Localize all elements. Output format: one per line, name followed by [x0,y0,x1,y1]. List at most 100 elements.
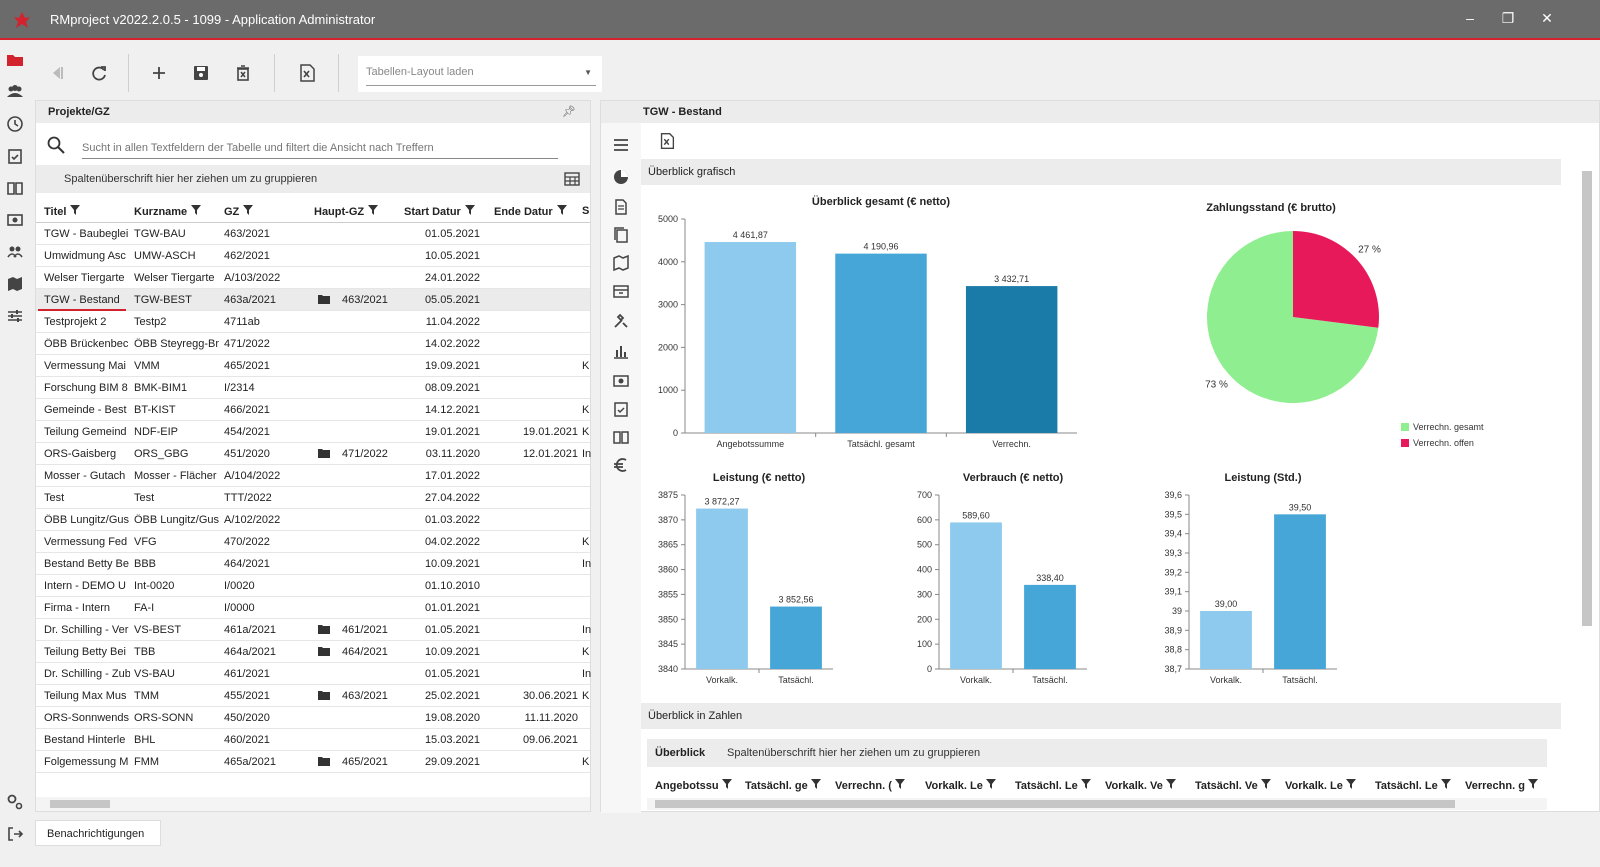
group-drop-area[interactable]: Spaltenüberschrift hier her ziehen um zu… [36,165,590,193]
money-icon[interactable] [611,371,631,391]
table-row[interactable]: ÖBB Brückenbec ÖBB Steyregg-Br 471/2022 14.… [36,333,590,355]
hamburger-menu-icon[interactable] [611,135,631,155]
table-row[interactable]: Teilung Betty Bei TBB 464a/2021 464/2021 10.… [36,641,590,663]
tasks-icon[interactable] [611,399,631,419]
tasks-icon[interactable] [5,146,25,166]
table-row[interactable]: Dr. Schilling - Zub VS-BAU 461/2021 01.05.2… [36,663,591,685]
filter-icon[interactable] [243,205,254,218]
filter-icon[interactable] [1080,779,1091,789]
minimize-button[interactable]: – [1466,10,1474,26]
filter-icon[interactable] [894,779,905,789]
column-header[interactable]: Titel [44,205,81,218]
numbers-group-area[interactable]: Überblick Spaltenüberschrift hier her zi… [647,739,1547,767]
table-row[interactable]: Teilung Gemeind NDF-EIP 454/2021 19.01.2021… [36,421,590,443]
bar-chart-icon[interactable] [611,341,631,361]
table-row[interactable]: TGW - Bestand TGW-BEST 463a/2021 463/2021 05… [36,289,590,311]
table-layout-select[interactable]: Tabellen-Layout laden ▼ [358,56,602,92]
filter-icon[interactable] [1165,779,1176,789]
filter-icon[interactable] [810,779,821,789]
users-icon[interactable] [5,242,25,262]
restore-button[interactable]: ❐ [1501,10,1515,26]
numbers-column-header[interactable]: Verrechn. ( [835,779,905,792]
table-row[interactable]: ÖBB Lungitz/Gus ÖBB Lungitz/Gus A/102/2022… [36,509,590,531]
search-input[interactable] [82,137,558,159]
back-icon[interactable] [46,62,68,84]
excel-export-icon[interactable] [657,131,677,151]
table-row[interactable]: Bestand Hinterle BHL 460/2021 15.03.2021 09.… [36,729,590,751]
scrollbar-thumb[interactable] [655,800,1455,808]
section-graph-header[interactable]: Überblick grafisch [641,159,1561,185]
filter-icon[interactable] [464,205,475,218]
copy-documents-icon[interactable] [611,225,631,245]
section-numbers-header[interactable]: Überblick in Zahlen [641,703,1561,729]
numbers-column-header[interactable]: Vorkalk. Ve [1105,779,1176,792]
table-row[interactable]: ORS-Gaisberg ORS_GBG 451/2020 471/2022 03.11… [36,443,591,465]
notifications-tab[interactable]: Benachrichtigungen [35,820,161,846]
table-row[interactable]: ORS-Sonnwends ORS-SONN 450/2020 19.08.2020 1… [36,707,590,729]
map-icon[interactable] [611,253,631,273]
numbers-column-header[interactable]: Verrechn. g [1465,779,1538,792]
money-icon[interactable] [5,210,25,230]
logout-icon[interactable] [5,824,25,844]
numbers-column-header[interactable]: Tatsächl. Le [1015,779,1091,792]
scrollbar-thumb[interactable] [1582,171,1592,626]
table-row[interactable]: Vermessung Fed VFG 470/2022 04.02.2022 K [36,531,590,553]
table-row[interactable]: Mosser - Gutach Mosser - Flächer A/104/202… [36,465,590,487]
filter-icon[interactable] [721,779,732,789]
filter-icon[interactable] [191,205,202,218]
column-header[interactable]: S [582,205,589,217]
numbers-column-header[interactable]: Tatsächl. ge [745,779,821,792]
book-icon[interactable] [611,427,631,447]
vertical-scrollbar[interactable] [1581,161,1593,801]
table-row[interactable]: Test Test TTT/2022 27.04.2022 [36,487,590,509]
table-row[interactable]: Welser Tiergarte Welser Tiergarte A/103/20… [36,267,590,289]
table-row[interactable]: Intern - DEMO U Int-0020 I/0020 01.10.2010 [36,575,590,597]
contacts-icon[interactable] [5,82,25,102]
column-chooser-icon[interactable] [564,171,580,187]
filter-icon[interactable] [70,205,81,218]
table-row[interactable]: Umwidmung Asc UMW-ASCH 462/2021 10.05.2021 [36,245,590,267]
add-icon[interactable] [148,62,170,84]
table-row[interactable]: TGW - Baubeglei TGW-BAU 463/2021 01.05.2021 [36,223,590,245]
numbers-column-header[interactable]: Tatsächl. Ve [1195,779,1271,792]
numbers-column-header[interactable]: Vorkalk. Le [1285,779,1356,792]
close-button[interactable]: ✕ [1541,10,1553,26]
numbers-column-header[interactable]: Tatsächl. Le [1375,779,1451,792]
table-row[interactable]: Firma - Intern FA-I I/0000 01.01.2021 [36,597,590,619]
document-icon[interactable] [611,197,631,217]
table-row[interactable]: Teilung Max Mus TMM 455/2021 463/2021 25.02.… [36,685,590,707]
filter-icon[interactable] [1440,779,1451,789]
table-row[interactable]: Forschung BIM 8 BMK-BIM1 I/2314 08.09.2021 [36,377,590,399]
column-header[interactable]: Haupt-GZ [314,205,379,218]
filter-icon[interactable] [556,205,567,218]
numbers-column-header[interactable]: Angebotssu [655,779,732,792]
column-header[interactable]: Start Datur [404,205,475,218]
table-row[interactable]: Gemeinde - Best BT-KIST 466/2021 14.12.2021… [36,399,590,421]
table-row[interactable]: Vermessung Mai VMM 465/2021 19.09.2021 K [36,355,590,377]
tools-icon[interactable] [611,311,631,331]
table-row[interactable]: Bestand Betty Be BBB 464/2021 10.09.2021 In [36,553,591,575]
euro-icon[interactable] [611,455,631,475]
filter-icon[interactable] [1260,779,1271,789]
filter-icon[interactable] [985,779,996,789]
column-header[interactable]: Ende Datur [494,205,567,218]
column-header[interactable]: Kurzname [134,205,202,218]
delete-icon[interactable] [232,62,254,84]
refresh-icon[interactable] [88,62,110,84]
excel-export-icon[interactable] [296,62,318,84]
settings-icon[interactable] [5,792,25,812]
table-row[interactable]: Dr. Schilling - Ver VS-BEST 461a/2021 461/2… [36,619,591,641]
book-icon[interactable] [5,178,25,198]
horizontal-scrollbar[interactable] [36,797,590,811]
pie-chart-icon[interactable] [611,167,631,187]
column-header[interactable]: GZ [224,205,254,218]
table-row[interactable]: Folgemessung M FMM 465a/2021 465/2021 29.09.… [36,751,590,773]
filter-icon[interactable] [1527,779,1538,789]
filter-settings-icon[interactable] [5,306,25,326]
save-icon[interactable] [190,62,212,84]
scrollbar-thumb[interactable] [50,800,110,808]
numbers-column-header[interactable]: Vorkalk. Le [925,779,996,792]
table-row[interactable]: Testprojekt 2 Testp2 4711ab 11.04.2022 [36,311,590,333]
filter-icon[interactable] [368,205,379,218]
map-icon[interactable] [5,274,25,294]
